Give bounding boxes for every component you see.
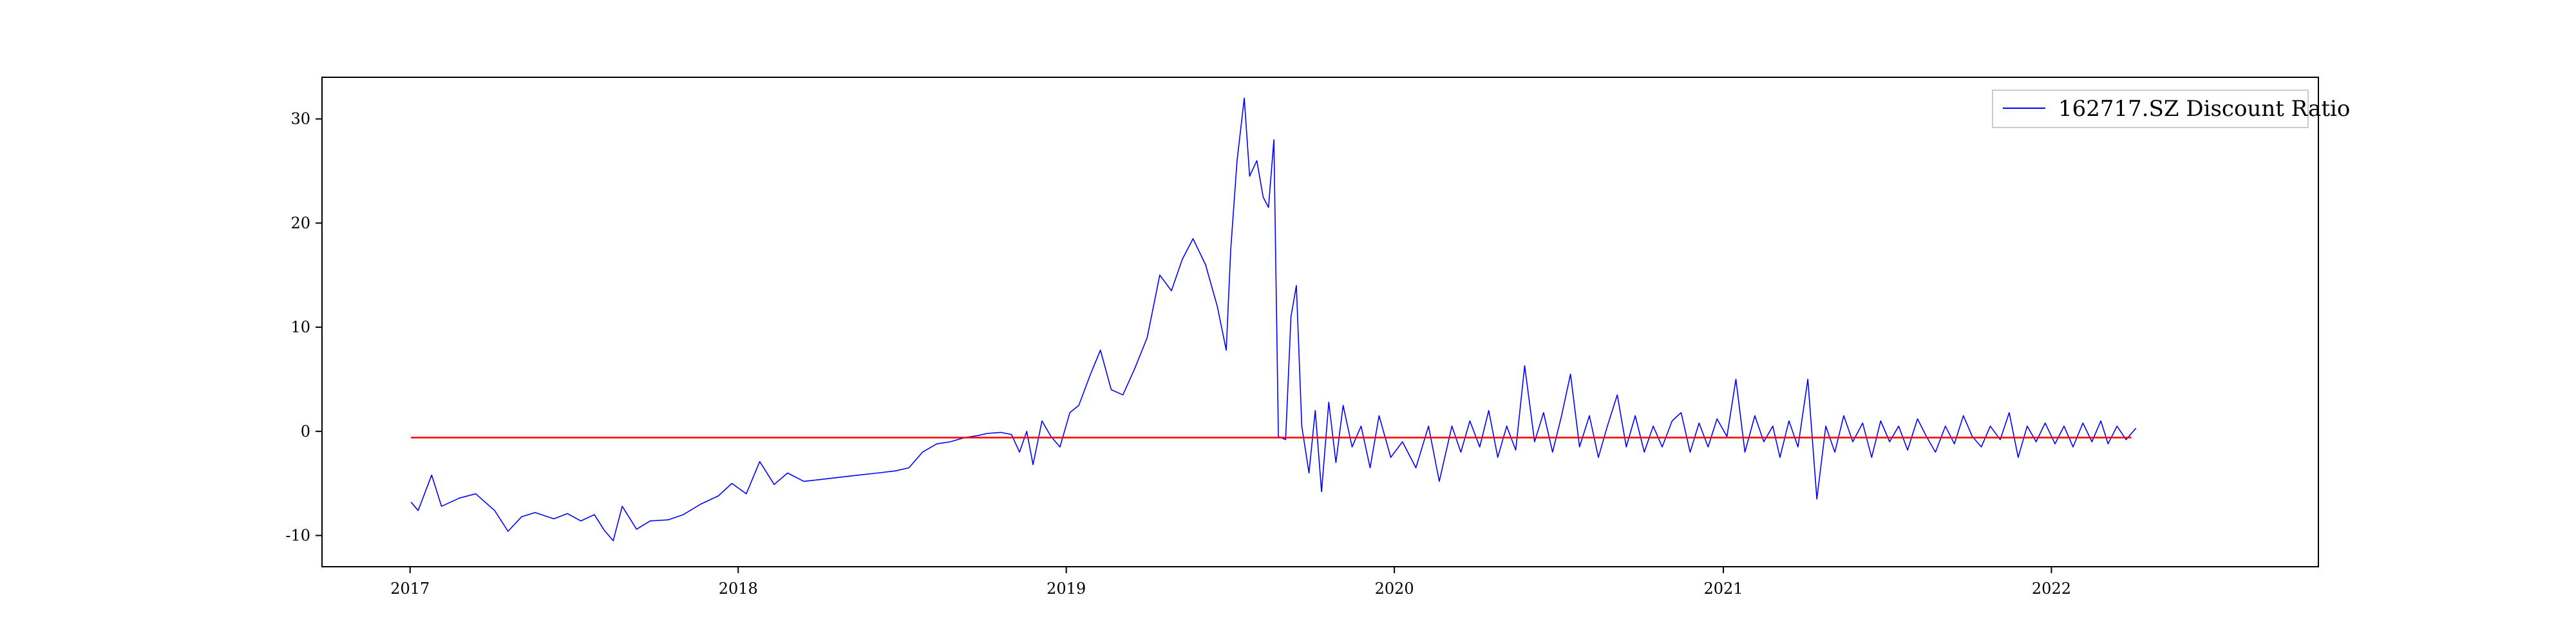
legend-label: 162717.SZ Discount Ratio xyxy=(2058,96,2350,122)
legend: 162717.SZ Discount Ratio xyxy=(1992,90,2350,128)
x-tick-label: 2021 xyxy=(1703,580,1743,598)
x-tick-label: 2022 xyxy=(2032,580,2071,598)
y-tick-label: 10 xyxy=(290,318,310,336)
x-tick-label: 2018 xyxy=(719,580,758,598)
x-axis: 2017 2018 2019 2020 2021 2022 xyxy=(390,567,2071,598)
y-tick-label: 20 xyxy=(290,214,310,232)
y-tick-label: 0 xyxy=(301,422,310,440)
y-tick-label: 30 xyxy=(290,110,310,128)
plot-area-frame xyxy=(321,77,2319,567)
y-axis: -10 0 10 20 30 xyxy=(285,110,322,544)
y-tick-label: -10 xyxy=(285,526,310,544)
x-tick-label: 2020 xyxy=(1375,580,1414,598)
series-layer xyxy=(410,97,2137,542)
x-tick-label: 2019 xyxy=(1046,580,1086,598)
discount-ratio-line xyxy=(410,97,2137,542)
x-tick-label: 2017 xyxy=(390,580,430,598)
